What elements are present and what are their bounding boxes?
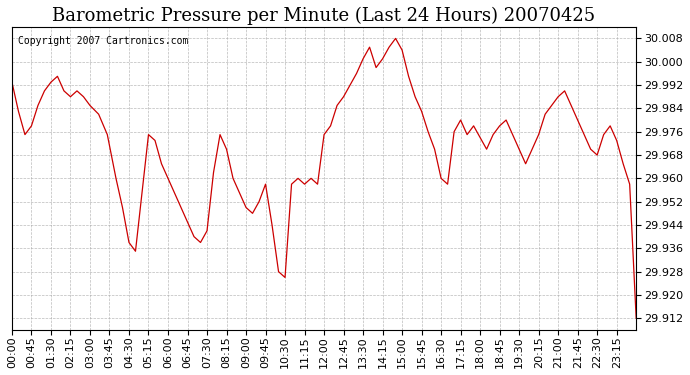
Title: Barometric Pressure per Minute (Last 24 Hours) 20070425: Barometric Pressure per Minute (Last 24 … bbox=[52, 7, 595, 25]
Text: Copyright 2007 Cartronics.com: Copyright 2007 Cartronics.com bbox=[18, 36, 188, 46]
